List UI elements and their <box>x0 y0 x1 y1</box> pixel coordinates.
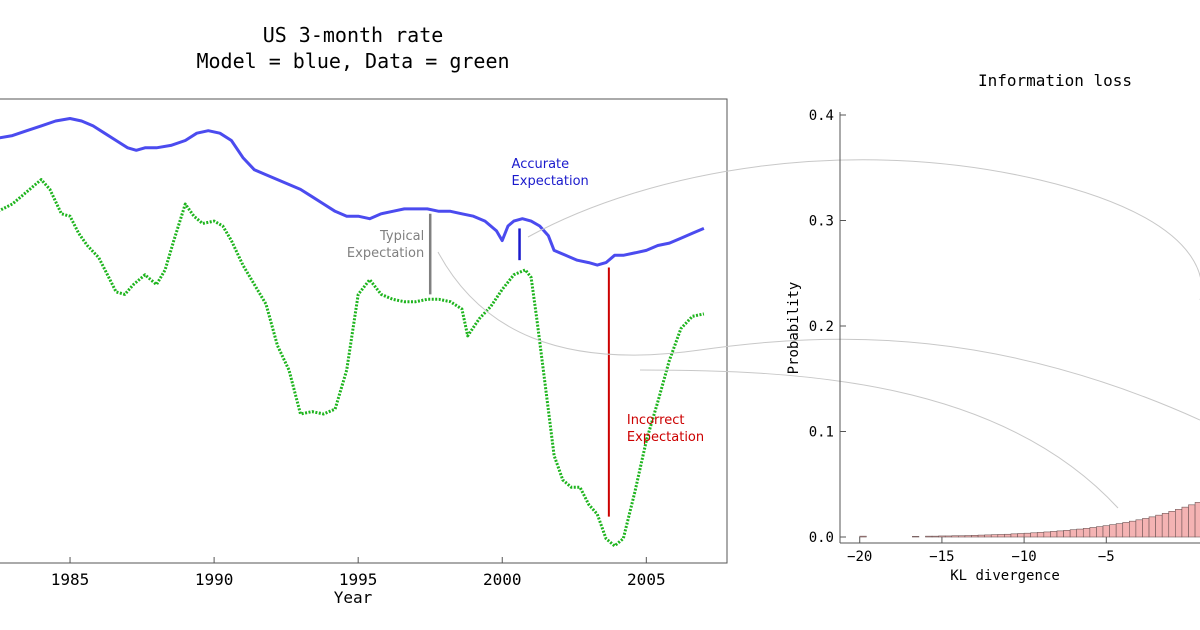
histogram-bar <box>925 535 933 538</box>
histogram-bar <box>1050 531 1058 538</box>
histogram-bar <box>977 534 985 538</box>
histogram-bars <box>859 502 1200 538</box>
histogram-bar <box>1122 522 1130 538</box>
rate-chart: US 3-month rate Model = blue, Data = gre… <box>0 23 728 607</box>
chart-subtitle: Model = blue, Data = green <box>196 49 509 73</box>
incorrect-label: Expectation <box>627 430 704 445</box>
typical-label: Expectation <box>347 246 424 261</box>
annotations-layer: Typical Expectation Accurate Expectation Inc… <box>347 157 704 517</box>
x-axis-ticks: 1985 1990 1995 2000 2005 <box>51 557 666 589</box>
y-tick-label: 0.0 <box>809 530 834 546</box>
histogram-bar <box>1181 506 1189 538</box>
x-tick-label: −10 <box>1011 549 1036 565</box>
histogram-bar <box>971 535 979 538</box>
data-series-line <box>0 178 705 548</box>
accurate-label: Accurate <box>512 157 570 172</box>
plot-frame <box>0 98 728 564</box>
histogram-bar <box>1148 516 1156 538</box>
incorrect-label: Incorrect <box>627 413 685 428</box>
histogram-bar <box>1043 531 1051 538</box>
histogram-bar <box>1010 533 1018 538</box>
histogram-bar <box>1069 529 1078 538</box>
histogram-bar <box>1023 532 1031 538</box>
x-tick-label: −5 <box>1098 549 1115 565</box>
histogram-bar <box>1194 502 1200 538</box>
histogram-bar <box>951 535 959 538</box>
histogram-bar <box>859 535 867 538</box>
x-tick-label: −15 <box>929 549 954 565</box>
chart-title: US 3-month rate <box>263 23 444 47</box>
histogram-bar <box>1076 528 1084 538</box>
histogram-bar <box>964 535 972 538</box>
connector-curve-typical <box>437 251 1200 421</box>
y-tick-label: 0.4 <box>809 108 834 124</box>
x-tick-label: 1990 <box>195 570 234 589</box>
histogram-bar <box>1089 527 1097 538</box>
x-tick-label: −20 <box>847 549 872 565</box>
y-tick-label: 0.2 <box>809 319 834 335</box>
histogram-bar <box>1155 514 1163 538</box>
chart-title: Information loss <box>978 71 1132 90</box>
x-axis-ticks: −20 −15 −10 −5 <box>847 537 1115 565</box>
histogram-bar <box>1109 524 1117 538</box>
x-tick-label: 1995 <box>339 570 378 589</box>
model-series-line <box>0 117 705 267</box>
typical-label: Typical <box>379 229 424 244</box>
connector-curve-incorrect <box>639 369 1119 509</box>
histogram-bar <box>938 535 946 538</box>
histogram-bar <box>1096 526 1104 538</box>
histogram-bar <box>1135 519 1143 538</box>
x-axis-label: KL divergence <box>950 568 1060 584</box>
y-tick-label: 0.1 <box>809 425 834 441</box>
histogram-bar <box>1188 504 1196 538</box>
histogram-bar <box>1142 518 1150 538</box>
histogram-bar <box>1115 523 1124 538</box>
histogram-bar <box>990 534 999 538</box>
x-tick-label: 2005 <box>627 570 666 589</box>
histogram-bar <box>1175 509 1183 538</box>
histogram-bar <box>1056 530 1064 538</box>
histogram-bar <box>912 536 920 538</box>
y-tick-label: 0.3 <box>809 214 834 230</box>
connector-curves <box>437 159 1200 509</box>
histogram-bar <box>984 534 992 538</box>
histogram-bar <box>997 534 1005 538</box>
histogram-bar <box>1004 533 1012 538</box>
histogram-bar <box>944 535 953 538</box>
histogram-bar <box>1017 533 1025 538</box>
x-tick-label: 2000 <box>483 570 522 589</box>
connector-curve-accurate <box>527 159 1200 300</box>
histogram-bar <box>958 535 966 538</box>
histogram-bar <box>1063 530 1071 538</box>
y-axis-label: Probability <box>786 282 802 375</box>
series-layer <box>0 117 705 548</box>
histogram-bar <box>1030 532 1038 538</box>
histogram-bar <box>1161 513 1170 538</box>
y-axis-ticks: 0.0 0.1 0.2 0.3 0.4 <box>809 108 846 546</box>
histogram-bar <box>1129 520 1137 538</box>
histogram-bar <box>1168 511 1176 538</box>
histogram-bar <box>931 535 939 538</box>
histogram-bar <box>1036 532 1045 538</box>
x-tick-label: 1985 <box>51 570 90 589</box>
histogram-bar <box>1082 528 1091 538</box>
x-axis-label: Year <box>334 588 373 607</box>
accurate-label: Expectation <box>512 174 589 189</box>
histogram-bar <box>1102 525 1110 538</box>
information-loss-chart: Information loss 0.00.10.20.30.4 −20 −15−… <box>786 71 1200 584</box>
